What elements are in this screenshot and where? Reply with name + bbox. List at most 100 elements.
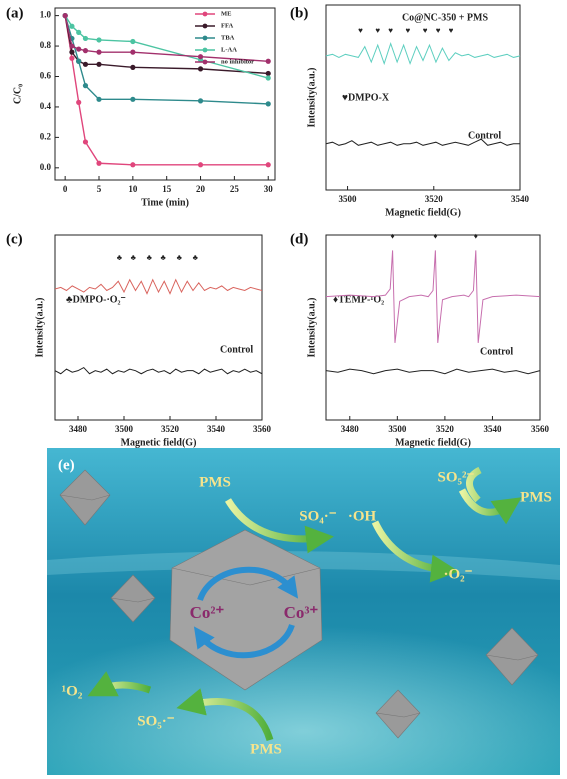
species-label: SO₄·⁻ [299, 508, 337, 524]
x-tick-label: 3520 [425, 194, 444, 204]
point [130, 96, 136, 102]
point [76, 46, 82, 52]
peak-mark: ♣ [117, 253, 123, 262]
peak-mark: ♦ [474, 231, 478, 240]
point [197, 54, 204, 60]
y-tick-label: 0.6 [40, 71, 52, 81]
legend-label: FFA [221, 22, 233, 29]
point [69, 55, 75, 61]
plot-frame [54, 7, 276, 181]
peak-mark: ♣ [131, 253, 137, 262]
sample-label: ♥DMPO-X [342, 92, 390, 103]
x-tick-label: 3560 [253, 424, 272, 434]
series-line [54, 278, 263, 295]
legend-marker [202, 23, 208, 29]
series-line [64, 15, 269, 62]
series-line [64, 15, 269, 166]
point [130, 49, 136, 55]
legend-marker [202, 11, 208, 17]
series-line [64, 15, 269, 105]
control-label: Control [480, 346, 513, 357]
x-tick-label: 3560 [531, 424, 550, 434]
species-label: ¹O₂ [62, 683, 83, 699]
x-tick-label: 25 [230, 184, 240, 194]
species-label: ·OH [348, 508, 377, 524]
point [96, 96, 102, 102]
panel-letter: (a) [6, 5, 24, 21]
x-axis-label: Time (min) [141, 197, 189, 208]
y-axis-label: C/C₀ [12, 84, 23, 104]
series-line [325, 250, 541, 343]
peak-mark: ♦ [433, 231, 437, 240]
point [130, 38, 136, 45]
x-tick-label: 3480 [341, 424, 360, 434]
x-axis-label: Magnetic field(G) [385, 207, 461, 218]
x-axis-label: Magnetic field(G) [121, 437, 197, 448]
series-line [325, 368, 541, 375]
control-label: Control [220, 344, 253, 355]
legend-marker [202, 59, 208, 65]
x-axis-label: Magnetic field(G) [395, 437, 471, 448]
species-label: ·O₂⁻ [443, 566, 472, 582]
panel-letter: (c) [6, 231, 23, 247]
y-axis-label: Intensity(a.u.) [306, 297, 317, 357]
control-label: Control [468, 130, 501, 141]
species-label: PMS [520, 489, 552, 505]
point [96, 37, 102, 43]
octahedra [59, 469, 539, 739]
arrows [87, 466, 510, 742]
point [82, 35, 89, 42]
cobalt-label: Co³⁺ [284, 603, 319, 622]
cobalt-label: Co²⁺ [190, 603, 225, 622]
point [197, 66, 204, 72]
x-tick-label: 3500 [115, 424, 134, 434]
y-tick-label: 0.0 [40, 162, 52, 172]
y-axis-label: Intensity(a.u.) [306, 67, 317, 127]
x-tick-label: 3500 [388, 424, 407, 434]
x-tick-label: 3540 [483, 424, 502, 434]
peak-mark: ♥ [358, 26, 363, 35]
point [130, 162, 136, 168]
peak-mark: ♣ [177, 253, 183, 262]
species-label: SO₅²⁻ [438, 469, 475, 485]
x-tick-label: 3500 [339, 194, 358, 204]
species-label: SO₅·⁻ [137, 713, 175, 729]
point [76, 99, 82, 105]
peak-mark: ♥ [449, 26, 454, 35]
peak-mark: ♥ [375, 26, 380, 35]
peak-mark: ♦ [391, 231, 395, 240]
point [96, 61, 102, 67]
point [265, 101, 271, 107]
point [69, 43, 75, 49]
plot-frame [325, 4, 521, 191]
x-tick-label: 5 [97, 184, 102, 194]
sample-label: ♣DMPO-·O₂⁻ [66, 294, 126, 305]
legend-marker [202, 47, 208, 53]
legend-label: L-AA [221, 46, 237, 53]
x-tick-label: 3520 [161, 424, 180, 434]
x-tick-label: 3540 [511, 194, 530, 204]
plot-frame [325, 234, 541, 421]
peak-mark: ♥ [423, 26, 428, 35]
point [197, 162, 204, 168]
legend-label: no inhibitor [221, 58, 254, 65]
y-tick-label: 0.4 [40, 101, 52, 111]
x-tick-label: 0 [63, 184, 68, 194]
y-axis-label: Intensity(a.u.) [34, 297, 45, 357]
x-tick-label: 10 [128, 184, 138, 194]
x-tick-label: 15 [162, 184, 172, 194]
legend-marker [202, 35, 208, 41]
point [69, 23, 75, 29]
point [82, 48, 89, 54]
series-line [325, 138, 520, 146]
panel-letter: (d) [290, 231, 308, 247]
x-tick-label: 30 [264, 184, 274, 194]
point [82, 83, 89, 89]
x-tick-label: 3540 [207, 424, 226, 434]
legend-label: ME [221, 10, 231, 17]
y-tick-label: 1.0 [40, 10, 52, 20]
point [62, 13, 68, 19]
condition-label: Co@NC-350 + PMS [402, 12, 489, 23]
